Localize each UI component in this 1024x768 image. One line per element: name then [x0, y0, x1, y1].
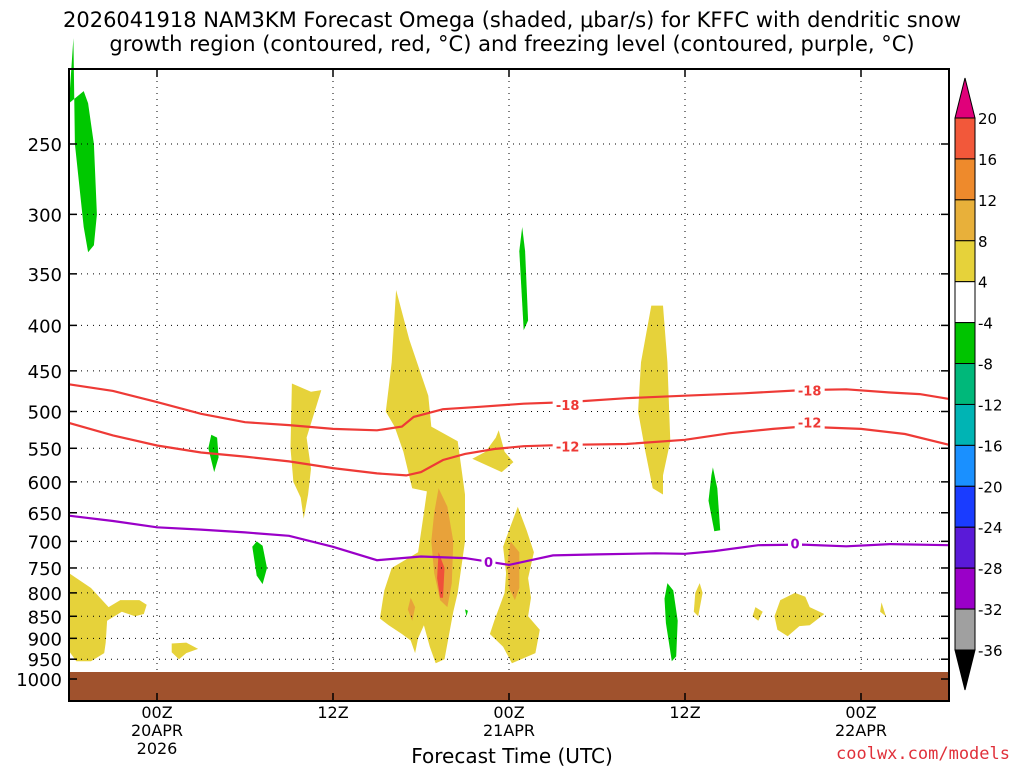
contour-label-bg — [788, 536, 802, 551]
colorbar-label: -20 — [978, 478, 1003, 496]
y-tick-label: 900 — [28, 629, 62, 650]
omega-region-19 — [507, 541, 520, 601]
contour-label--18: -18 — [556, 399, 580, 414]
colorbar-box-12 — [954, 199, 976, 242]
colorbar-box--24 — [954, 526, 976, 569]
colorbar-label: -24 — [978, 519, 1003, 537]
omega-region-21 — [437, 552, 445, 598]
omega-region-4 — [664, 583, 678, 662]
colorbar-box-16 — [954, 158, 976, 201]
contour-label-bg — [794, 415, 825, 430]
colorbar-label: 12 — [978, 192, 997, 210]
colorbar-bottom-triangle — [954, 649, 976, 691]
y-tick-label: 1000 — [16, 670, 62, 691]
colorbar-label: -8 — [978, 356, 993, 374]
omega-region-18 — [431, 488, 454, 608]
x-tick-label: 22APR — [835, 721, 887, 740]
y-axis: 2503003504004505005506006507007508008509… — [16, 135, 949, 691]
colorbar-label: 8 — [978, 233, 988, 251]
contour-label-0: 0 — [790, 538, 799, 553]
contour-label-bg — [552, 398, 583, 413]
y-tick-label: 350 — [28, 265, 62, 286]
colorbar-box--8 — [954, 363, 976, 405]
x-tick-label: 00Z — [493, 703, 524, 722]
y-tick-label: 500 — [28, 403, 62, 424]
y-tick-label: 700 — [28, 532, 62, 553]
omega-regions — [69, 38, 886, 664]
y-tick-label: 800 — [28, 584, 62, 605]
y-tick-label: 250 — [28, 135, 62, 156]
colorbar-box--16 — [954, 444, 976, 487]
x-tick-label: 20APR — [131, 721, 183, 740]
colorbar-label: 20 — [978, 110, 997, 128]
colorbar-box-20 — [954, 117, 976, 160]
x-axis-label: Forecast Time (UTC) — [411, 744, 613, 768]
colorbar-label: -12 — [978, 396, 1003, 414]
omega-region-9 — [290, 383, 322, 519]
colorbar-label: 16 — [978, 151, 997, 169]
colorbar-label: -36 — [978, 642, 1003, 660]
credit-link[interactable]: coolwx.com/models — [836, 744, 1010, 764]
contour-line-0 — [68, 514, 950, 567]
colorbar-box-8 — [954, 240, 976, 283]
colorbar-top-triangle — [954, 77, 976, 119]
contour-label--12: -12 — [798, 417, 822, 432]
omega-region-17 — [880, 602, 886, 617]
omega-region-3 — [519, 227, 529, 331]
colorbar-label: 4 — [978, 274, 988, 292]
colorbar-box--4 — [954, 322, 976, 365]
contour-label-bg — [794, 383, 825, 398]
omega-region-16 — [774, 592, 825, 637]
omega-region-0 — [69, 38, 97, 253]
colorbar-label: -4 — [978, 315, 993, 333]
y-tick-label: 850 — [28, 607, 62, 628]
omega-region-8 — [171, 642, 199, 660]
x-tick-label: 12Z — [669, 703, 700, 722]
omega-region-14 — [693, 583, 703, 617]
x-tick-label: 2026 — [137, 739, 178, 758]
chart-title-line-1: 2026041918 NAM3KM Forecast Omega (shaded… — [62, 8, 961, 32]
colorbar-box-4 — [954, 281, 976, 324]
y-tick-label: 450 — [28, 362, 62, 383]
colorbar-label: -16 — [978, 437, 1003, 455]
contour-label-bg — [481, 554, 496, 569]
colorbar-label: -32 — [978, 601, 1003, 619]
x-tick-label: 21APR — [483, 721, 535, 740]
y-tick-label: 600 — [28, 473, 62, 494]
y-tick-label: 950 — [28, 650, 62, 671]
contour-label--18: -18 — [798, 385, 822, 400]
colorbar-box--28 — [954, 567, 976, 610]
colorbar-box--12 — [954, 403, 976, 446]
contours: -18 -18 -12 -12 0 0 — [68, 383, 950, 571]
y-tick-label: 750 — [28, 559, 62, 580]
x-tick-label: 00Z — [141, 703, 172, 722]
contour-label--12: -12 — [556, 441, 580, 456]
omega-region-13 — [638, 305, 671, 495]
omega-region-20 — [407, 597, 416, 621]
omega-region-5 — [708, 467, 721, 532]
contour-label-bg — [552, 439, 583, 454]
chart-title-line-2: growth region (contoured, red, °C) and f… — [109, 32, 915, 56]
y-tick-label: 550 — [28, 439, 62, 460]
omega-region-11 — [472, 430, 514, 473]
colorbar: 20 16 12 8 4 -4 -8 -12 -16 -20 -24 -28 -32 -36 — [954, 77, 1003, 691]
omega-region-15 — [752, 607, 763, 621]
contour-label-0: 0 — [484, 556, 493, 571]
colorbar-box--20 — [954, 485, 976, 528]
omega-region-6 — [465, 609, 468, 617]
x-tick-label: 00Z — [845, 703, 876, 722]
y-tick-label: 300 — [28, 205, 62, 226]
contour-line--12 — [68, 421, 950, 477]
colorbar-box--32 — [954, 608, 976, 651]
y-tick-label: 400 — [28, 316, 62, 337]
colorbar-label: -28 — [978, 560, 1003, 578]
y-tick-label: 650 — [28, 504, 62, 525]
omega-region-2 — [252, 541, 267, 585]
x-tick-label: 12Z — [317, 703, 348, 722]
omega-region-7 — [69, 573, 147, 662]
